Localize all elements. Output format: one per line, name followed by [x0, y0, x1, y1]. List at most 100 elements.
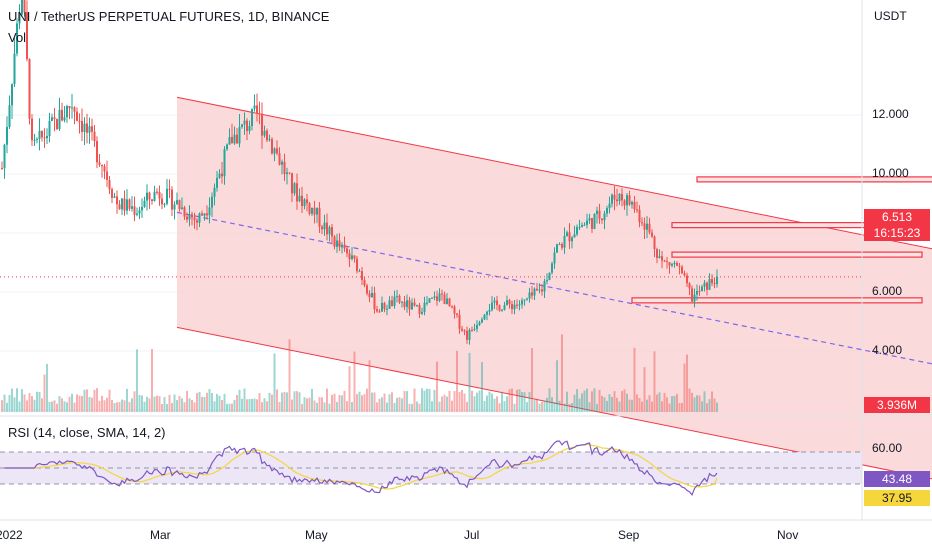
- candle-body: [598, 210, 601, 219]
- volume-bar: [206, 392, 208, 412]
- volume-bar: [423, 390, 426, 412]
- candle-body: [128, 199, 131, 209]
- volume-bar: [21, 389, 23, 412]
- candle-body: [336, 240, 338, 247]
- volume-bar: [38, 392, 41, 412]
- candle-body: [446, 298, 448, 305]
- candle-body: [283, 161, 286, 175]
- volume-bar: [493, 398, 496, 412]
- volume-bar: [666, 397, 668, 412]
- volume-bar: [341, 395, 343, 412]
- volume-bar: [601, 395, 603, 412]
- volume-bar: [231, 403, 233, 412]
- candle-body: [491, 302, 493, 310]
- volume-bar: [696, 395, 698, 412]
- volume-bar: [156, 395, 158, 412]
- volume-bar: [656, 394, 658, 412]
- candle-body: [611, 194, 613, 204]
- volume-bar: [561, 334, 563, 412]
- volume-bar: [688, 388, 691, 412]
- volume-bar: [8, 395, 11, 412]
- candle-body: [133, 206, 136, 215]
- volume-bar: [328, 403, 331, 412]
- candle-body: [73, 107, 76, 112]
- candle-body: [243, 120, 246, 125]
- rsi-value-badge: 43.48: [864, 471, 930, 487]
- volume-label[interactable]: Vol: [8, 30, 27, 45]
- candle-body: [661, 256, 663, 261]
- candle-body: [163, 203, 166, 205]
- candle-body: [103, 166, 106, 172]
- candle-body: [83, 123, 86, 133]
- candle-body: [463, 330, 466, 332]
- volume-bar: [546, 397, 548, 412]
- candle-body: [223, 149, 226, 177]
- price-axis-unit: USDT: [874, 9, 907, 23]
- candle-body: [468, 329, 471, 340]
- candle-body: [498, 305, 501, 311]
- volume-bar: [63, 401, 66, 412]
- candle-body: [171, 189, 173, 210]
- candle-body: [188, 214, 191, 220]
- candle-body: [581, 225, 583, 227]
- candle-body: [388, 300, 391, 309]
- volume-bar: [258, 393, 261, 412]
- volume-bar: [676, 393, 678, 412]
- volume-bar: [393, 402, 396, 412]
- volume-bar: [671, 396, 673, 412]
- volume-bar: [563, 403, 566, 412]
- volume-bar: [348, 366, 351, 412]
- volume-bar: [323, 402, 326, 412]
- candle-body: [401, 301, 403, 303]
- candle-body: [303, 199, 306, 206]
- candle-body: [31, 118, 33, 141]
- volume-bar: [301, 403, 303, 412]
- candle-body: [536, 288, 538, 291]
- volume-bar: [51, 401, 53, 412]
- candle-body: [168, 188, 171, 190]
- candle-body: [428, 298, 431, 303]
- candle-body: [656, 249, 658, 258]
- volume-bar: [383, 393, 386, 412]
- candle-body: [511, 303, 513, 310]
- volume-bar: [586, 388, 588, 412]
- volume-bar: [466, 401, 468, 412]
- volume-bar: [221, 400, 223, 412]
- candle-body: [576, 227, 578, 235]
- rsi-sma-badge: 37.95: [864, 490, 930, 506]
- volume-bar: [473, 396, 476, 412]
- volume-bar: [133, 391, 136, 412]
- candle-body: [561, 244, 563, 248]
- candle-body: [266, 130, 268, 141]
- candle-body: [63, 117, 66, 121]
- candle-body: [81, 120, 83, 133]
- candle-body: [641, 222, 643, 224]
- volume-bar: [566, 391, 568, 412]
- volume-bar: [373, 392, 376, 412]
- candle-body: [323, 222, 326, 230]
- volume-bar: [36, 391, 38, 412]
- candle-body: [521, 300, 523, 305]
- volume-bar: [336, 401, 338, 412]
- chart-title[interactable]: UNI / TetherUS PERPETUAL FUTURES, 1D, BI…: [8, 9, 330, 24]
- volume-bar: [168, 394, 171, 412]
- volume-bar: [26, 400, 28, 412]
- volume-bar: [216, 393, 218, 412]
- candle-body: [208, 207, 211, 216]
- candle-body: [618, 193, 621, 202]
- volume-bar: [83, 389, 86, 412]
- volume-bar: [186, 390, 188, 412]
- candle-body: [376, 309, 378, 312]
- volume-bar: [613, 391, 616, 412]
- rsi-label[interactable]: RSI (14, close, SMA, 14, 2): [8, 425, 166, 440]
- volume-bar: [626, 393, 628, 412]
- candle-body: [313, 207, 316, 215]
- volume-bar: [483, 400, 486, 412]
- volume-bar: [248, 399, 251, 412]
- candle-body: [131, 206, 133, 209]
- volume-bar: [236, 394, 238, 412]
- volume-bar: [108, 389, 111, 412]
- volume-bar: [356, 394, 358, 412]
- volume-bar: [181, 398, 183, 412]
- candle-body: [423, 302, 426, 312]
